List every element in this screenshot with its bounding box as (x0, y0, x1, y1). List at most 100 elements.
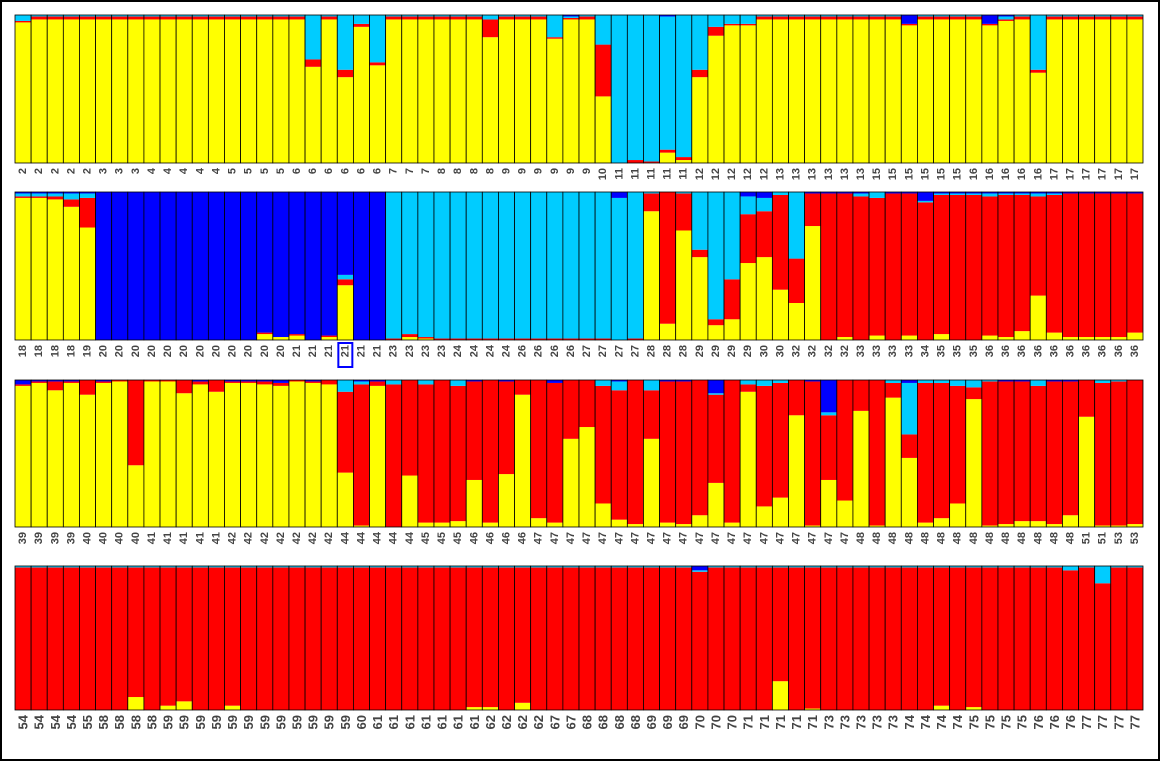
bar-segment (852, 192, 870, 194)
bar-segment (1078, 566, 1095, 568)
bar-segment (869, 335, 886, 340)
bar-segment (933, 15, 950, 17)
x-tick-label: 15 (903, 168, 915, 180)
bar-segment (562, 566, 579, 568)
bar-segment (288, 192, 306, 335)
bar-segment (1126, 16, 1143, 20)
bar-segment (160, 19, 177, 163)
bar-segment (530, 566, 547, 568)
bar-segment (401, 15, 418, 17)
bar-segment (433, 567, 451, 710)
bar-segment (675, 381, 692, 525)
bar-segment (772, 567, 789, 682)
bar-segment (95, 16, 112, 20)
bar-segment (579, 566, 596, 568)
bar-segment (562, 380, 579, 439)
x-tick-label: 13 (823, 168, 835, 180)
bar-segment (143, 19, 161, 163)
bar-segment (885, 193, 902, 340)
bar-segment (579, 427, 596, 527)
bar-segment (611, 380, 628, 382)
bar-segment (63, 16, 80, 20)
bar-segment (224, 192, 241, 340)
bar-segment (530, 518, 547, 527)
bar-segment (63, 192, 80, 194)
x-tick-label: 47 (726, 532, 738, 544)
bar-segment (933, 566, 950, 568)
x-tick-label: 45 (420, 532, 432, 544)
bar-segment (546, 567, 563, 710)
x-tick-label: 54 (32, 714, 47, 729)
x-tick-label: 46 (500, 532, 512, 544)
bar-segment (885, 192, 902, 194)
bar-segment (1126, 19, 1143, 163)
x-tick-label: 48 (1064, 532, 1076, 544)
x-tick-label: 6 (307, 168, 319, 174)
x-tick-label: 29 (742, 345, 754, 357)
bar-segment (127, 697, 144, 710)
x-tick-label: 48 (952, 532, 964, 544)
bar-segment (981, 196, 998, 336)
bar-segment (643, 15, 660, 162)
x-tick-label: 26 (517, 345, 529, 357)
x-tick-label: 33 (903, 345, 915, 357)
bar-segment (450, 19, 467, 163)
bar-outline (1126, 379, 1144, 528)
bar-segment (675, 193, 692, 231)
bar-segment (595, 192, 612, 339)
x-tick-label: 7 (404, 168, 416, 174)
bar-segment (579, 16, 596, 20)
bar-segment (820, 19, 837, 163)
x-tick-label: 11 (629, 168, 641, 180)
x-tick-label: 61 (435, 715, 450, 729)
bar-segment (224, 566, 241, 568)
x-tick-label: 68 (628, 715, 643, 729)
x-tick-label: 61 (467, 715, 482, 729)
x-tick-label: 23 (436, 345, 448, 357)
bar-segment (804, 525, 821, 527)
bar-segment (417, 567, 434, 710)
bar-segment (788, 16, 805, 20)
x-tick-label: 48 (855, 532, 867, 544)
bar-segment (595, 44, 612, 97)
x-tick-label: 42 (227, 532, 239, 544)
x-tick-label: 59 (209, 715, 224, 729)
bar-segment (949, 380, 966, 386)
bar-segment (1030, 566, 1047, 568)
x-tick-label: 21 (291, 345, 303, 357)
bar-segment (466, 566, 483, 568)
bar-segment (321, 566, 338, 568)
x-tick-label: 47 (758, 532, 770, 544)
x-tick-label: 47 (662, 532, 674, 544)
bar-segment (417, 384, 434, 523)
bar-segment (1110, 192, 1127, 194)
bar-segment (63, 15, 80, 17)
bar-segment (643, 390, 660, 439)
bar-segment (965, 193, 982, 195)
bar-segment (192, 381, 209, 385)
bar-segment (788, 192, 805, 259)
bar-segment (804, 708, 821, 710)
x-tick-label: 7 (388, 168, 400, 174)
bar-segment (659, 567, 676, 710)
bar-segment (466, 380, 483, 382)
x-tick-label: 69 (676, 715, 691, 729)
bar-segment (836, 19, 853, 163)
bar-segment (417, 337, 434, 339)
bar-segment (208, 19, 225, 163)
bar-segment (337, 15, 354, 70)
bar-segment (804, 19, 821, 163)
x-tick-label: 20 (194, 345, 206, 357)
bar-segment (836, 500, 853, 527)
bar-segment (31, 16, 48, 20)
x-tick-label: 9 (533, 168, 545, 174)
x-tick-label: 35 (952, 345, 964, 357)
bar-segment (401, 192, 418, 335)
x-tick-label: 53 (1129, 532, 1141, 544)
bar-segment (127, 15, 144, 17)
bar-segment (160, 380, 177, 382)
bar-segment (192, 380, 209, 382)
x-tick-label: 6 (355, 168, 367, 174)
x-tick-label: 47 (678, 532, 690, 544)
bar-segment (804, 193, 821, 227)
